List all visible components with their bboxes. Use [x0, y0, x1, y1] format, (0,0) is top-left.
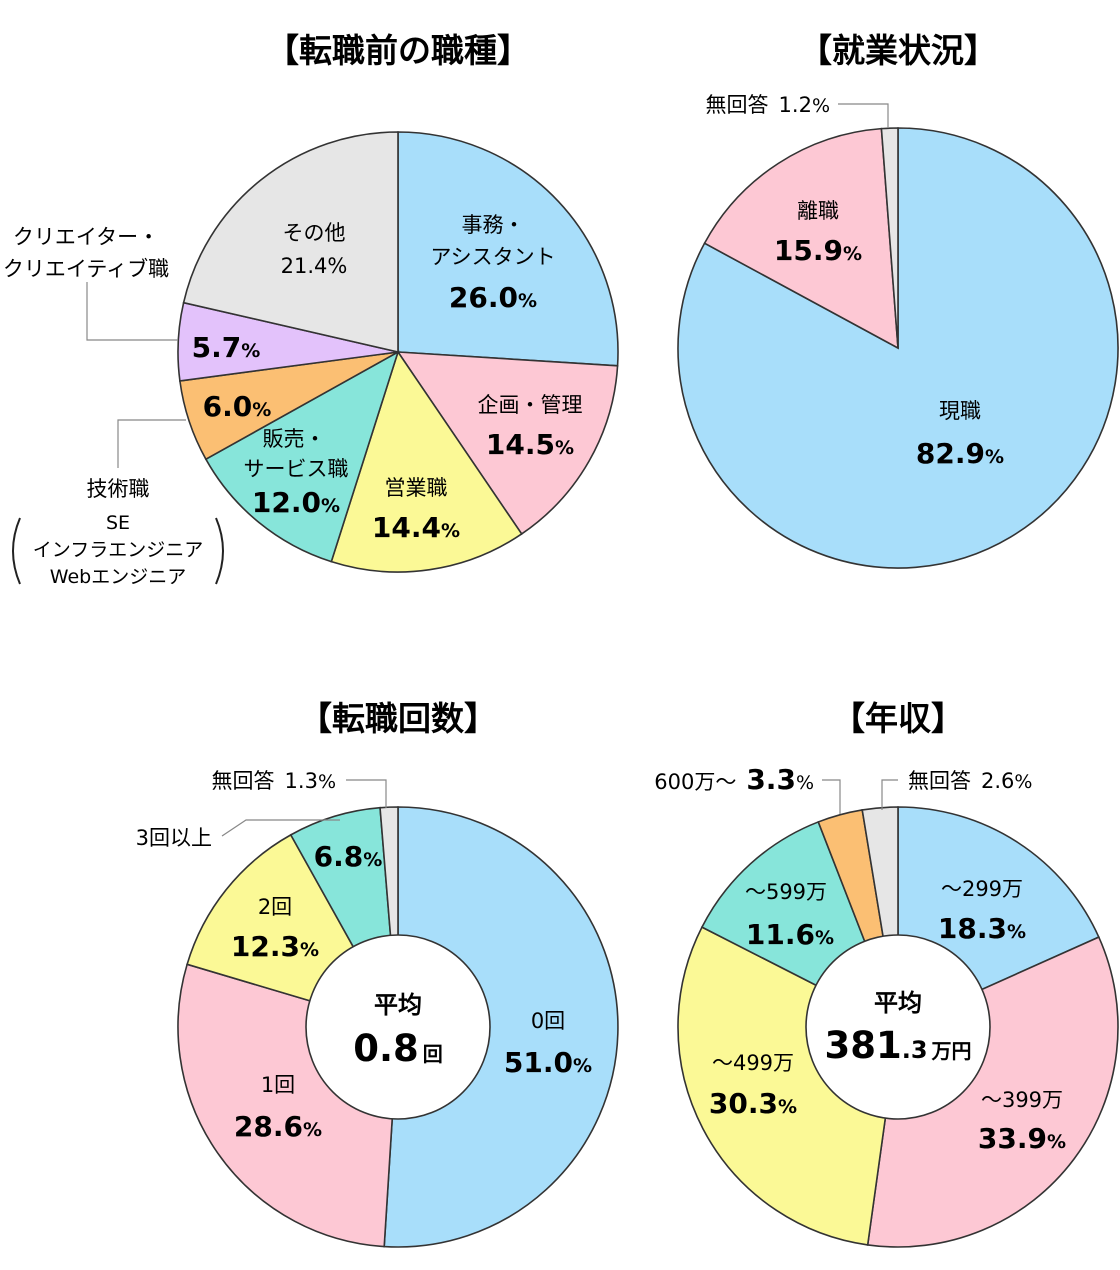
slice-label-other: その他	[283, 221, 346, 245]
outer-label-no-answer-count: 無回答 1.3%	[212, 769, 336, 793]
callout-line-no-answer-employment	[838, 103, 889, 128]
outer-label-no-answer-employment: 無回答 1.2%	[706, 93, 830, 117]
bracket-left	[12, 517, 21, 585]
slice-value-299: 18.3%	[938, 912, 1026, 945]
slice-label-299: ～299万	[941, 877, 1023, 901]
bracket-right	[215, 517, 224, 585]
chart-title-previous-occupation: 【転職前の職種】	[266, 31, 530, 70]
slice-label-rishoku: 離職	[797, 199, 839, 223]
slice-value-jimu: 26.0%	[449, 281, 537, 314]
pie-slice-1-2	[880, 127, 899, 349]
center-label-job-change: 平均	[374, 991, 422, 1019]
pie-previous-occupation	[177, 131, 619, 573]
slice-label-jimu-line1: 事務・	[462, 213, 525, 237]
slice-value-499: 30.3%	[709, 1087, 797, 1120]
slice-value-1kai: 28.6%	[234, 1110, 322, 1143]
slice-value-rishoku: 15.9%	[774, 234, 862, 267]
chart-job-change-count: 【転職回数】 平均 0.8 回 無回答 1.3% 3回以上 6.8% 2回 12.3…	[136, 699, 619, 1248]
outer-label-creator-line2: クリエイティブ職	[3, 257, 169, 281]
slice-value-creator: 5.7%	[192, 331, 261, 364]
pie-slice-1-1	[703, 127, 899, 350]
slice-value-hanbai: 12.0%	[252, 486, 340, 519]
slice-label-599: ～599万	[745, 880, 827, 904]
slice-value-599: 11.6%	[746, 918, 834, 951]
center-label-income: 平均	[874, 989, 922, 1017]
slice-label-kikaku: 企画・管理	[478, 393, 583, 417]
slice-label-eigyo: 営業職	[385, 476, 448, 500]
outer-label-creator-line1: クリエイター・	[13, 225, 159, 249]
center-value-job-change: 0.8 回	[353, 1027, 443, 1070]
pie-slice-0-1	[396, 351, 619, 536]
outer-label-gijutsu: 技術職	[87, 477, 150, 501]
slice-label-jimu-line2: アシスタント	[430, 245, 555, 269]
donut-hole-job-change	[305, 934, 491, 1120]
slice-value-other: 21.4%	[281, 254, 348, 278]
slice-label-genshoku: 現職	[939, 399, 981, 423]
slice-label-2kai: 2回	[258, 895, 292, 919]
slice-value-gijutsu: 6.0%	[203, 390, 272, 423]
slice-value-0kai: 51.0%	[504, 1046, 592, 1079]
slice-label-0kai: 0回	[531, 1009, 565, 1033]
pie-slice-2-0	[383, 806, 619, 1248]
pie-slice-0-3	[204, 350, 400, 563]
slice-label-499: ～499万	[712, 1051, 794, 1075]
pie-employment-status	[677, 127, 1119, 569]
callout-line-3plus	[221, 819, 340, 837]
outer-label-gijutsu-se: SE	[106, 512, 130, 534]
slice-label-1kai: 1回	[261, 1073, 295, 1097]
chart-annual-income: 【年収】 平均 381.3 万円 600万～ 3.3% 無回答 2.6% ～299万 …	[654, 699, 1119, 1248]
slice-label-hanbai-line2: サービス職	[244, 457, 349, 481]
callout-line-no-answer-income	[881, 779, 898, 810]
outer-label-no-answer-income: 無回答 2.6%	[908, 769, 1032, 793]
slice-value-3plus: 6.8%	[314, 840, 383, 873]
slice-value-399: 33.9%	[978, 1122, 1066, 1155]
chart-title-job-change-count: 【転職回数】	[299, 699, 497, 738]
donut-hole-income	[805, 934, 991, 1120]
slice-value-genshoku: 82.9%	[916, 437, 1004, 470]
chart-title-annual-income: 【年収】	[832, 699, 964, 738]
pie-slice-0-0	[397, 131, 619, 367]
slice-value-kikaku: 14.5%	[486, 428, 574, 461]
outer-label-600plus: 600万～ 3.3%	[654, 763, 814, 796]
callout-line-creator	[86, 282, 178, 341]
chart-employment-status: 【就業状況】 無回答 1.2% 離職 15.9% 現職 82.9%	[677, 31, 1119, 569]
slice-value-2kai: 12.3%	[231, 930, 319, 963]
callout-line-no-answer-count	[346, 779, 387, 808]
slice-label-hanbai-line1: 販売・	[263, 427, 326, 451]
callout-line-600plus	[822, 779, 841, 814]
outer-label-gijutsu-web: Webエンジニア	[50, 566, 186, 588]
slice-value-eigyo: 14.4%	[372, 511, 460, 544]
callout-line-gijutsu	[117, 419, 186, 468]
pie-slice-0-6	[182, 131, 399, 354]
center-value-income: 381.3 万円	[824, 1024, 971, 1067]
slice-label-399: ～399万	[981, 1088, 1063, 1112]
chart-title-employment-status: 【就業状況】	[799, 31, 997, 70]
chart-previous-occupation: 【転職前の職種】 事務・ アシスタント 26.0% 企画・管理 14.5% 営業…	[3, 31, 619, 588]
outer-label-gijutsu-infra: インフラエンジニア	[33, 539, 203, 561]
outer-label-3plus: 3回以上	[136, 826, 212, 850]
pie-slice-0-2	[330, 350, 523, 573]
